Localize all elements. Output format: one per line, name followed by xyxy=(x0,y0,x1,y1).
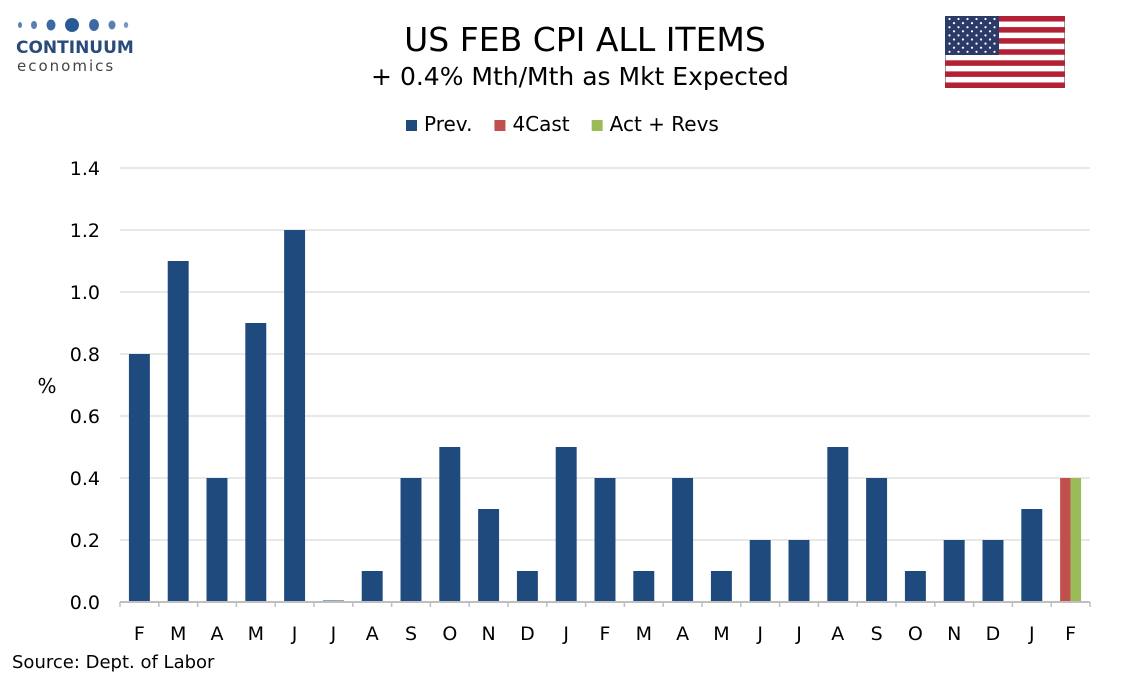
bar-prev-11 xyxy=(555,447,577,602)
x-tick-label: S xyxy=(405,623,417,645)
bar-chart: 0.0 0.2 0.4 0.6 0.8 1.0 1.2 1.4 F M A M J J A S O N D J F M A… xyxy=(37,112,1091,645)
bar-prev-14 xyxy=(672,478,694,602)
bar-act-revs-24 xyxy=(1070,478,1082,602)
y-tick-label: 0.4 xyxy=(70,468,100,490)
bar-prev-9 xyxy=(478,509,500,602)
bar-prev-22 xyxy=(982,540,1004,602)
y-tick-label: 0.0 xyxy=(70,592,100,614)
x-tick-label: O xyxy=(442,623,457,645)
logo-subtitle: economics xyxy=(17,57,116,75)
source-note: Source: Dept. of Labor xyxy=(12,652,215,673)
y-tick-label: 0.6 xyxy=(70,406,100,428)
bar-prev-12 xyxy=(594,478,616,602)
bar-prev-10 xyxy=(516,571,538,602)
x-tick-label: M xyxy=(248,623,264,645)
company-logo: CONTINUUM economics xyxy=(14,14,144,76)
bar-prev-7 xyxy=(400,478,422,602)
bar-prev-4 xyxy=(284,230,306,602)
logo-dots-icon xyxy=(18,18,129,32)
bar-prev-13 xyxy=(633,571,655,602)
bar-prev-18 xyxy=(827,447,849,602)
x-tick-label: F xyxy=(134,623,145,645)
x-tick-label: S xyxy=(871,623,883,645)
bar-prev-2 xyxy=(206,478,228,602)
y-tick-label: 0.8 xyxy=(70,344,100,366)
legend-swatch xyxy=(591,120,603,131)
y-tick-label: 1.2 xyxy=(70,220,100,242)
bar-prev-19 xyxy=(866,478,888,602)
x-tick-label: A xyxy=(366,623,379,645)
x-tick-label: O xyxy=(908,623,923,645)
bar-prev-21 xyxy=(943,540,965,602)
logo-wordmark: CONTINUUM xyxy=(16,38,134,58)
x-tick-label: J xyxy=(1028,623,1035,645)
y-tick-label: 1.4 xyxy=(70,158,100,180)
bar-prev-16 xyxy=(749,540,771,602)
x-tick-label: N xyxy=(481,623,495,645)
x-tick-label: A xyxy=(211,623,224,645)
bar-prev-1 xyxy=(167,261,189,602)
bar-prev-8 xyxy=(439,447,461,602)
legend-swatch xyxy=(406,120,417,131)
x-tick-label: J xyxy=(795,623,802,645)
bar-prev-17 xyxy=(788,540,810,602)
x-tick-label: J xyxy=(562,623,569,645)
x-tick-label: J xyxy=(291,623,298,645)
legend-entry: Act + Revs xyxy=(610,112,719,136)
x-tick-label: A xyxy=(831,623,844,645)
x-tick-label: D xyxy=(520,623,535,645)
bar-prev-15 xyxy=(710,571,732,602)
y-tick-label: 0.2 xyxy=(70,530,100,552)
x-tick-label: J xyxy=(756,623,763,645)
bar-prev-3 xyxy=(245,323,267,602)
y-tick-label: 1.0 xyxy=(70,282,100,304)
x-tick-label: D xyxy=(986,623,1001,645)
bar-prev-0 xyxy=(128,354,150,602)
x-tick-label: F xyxy=(600,623,611,645)
x-tick-label: A xyxy=(676,623,689,645)
chart-subtitle: + 0.4% Mth/Mth as Mkt Expected xyxy=(371,62,789,91)
legend-entry: Prev. xyxy=(424,112,472,136)
x-tick-label: F xyxy=(1065,623,1076,645)
x-tick-label: J xyxy=(330,623,337,645)
y-axis-label: % xyxy=(37,374,56,398)
x-tick-label: M xyxy=(170,623,186,645)
x-tick-label: M xyxy=(636,623,652,645)
bar-prev-23 xyxy=(1021,509,1043,602)
x-tick-label: M xyxy=(713,623,729,645)
bar-prev-6 xyxy=(361,571,383,602)
chart-title: US FEB CPI ALL ITEMS xyxy=(404,20,766,59)
us-flag-icon xyxy=(945,16,1065,88)
x-tick-label: N xyxy=(947,623,961,645)
legend-entry: 4Cast xyxy=(512,112,569,136)
bar-prev-20 xyxy=(904,571,926,602)
legend-swatch xyxy=(494,120,506,131)
bar-4cast-24 xyxy=(1060,478,1071,602)
